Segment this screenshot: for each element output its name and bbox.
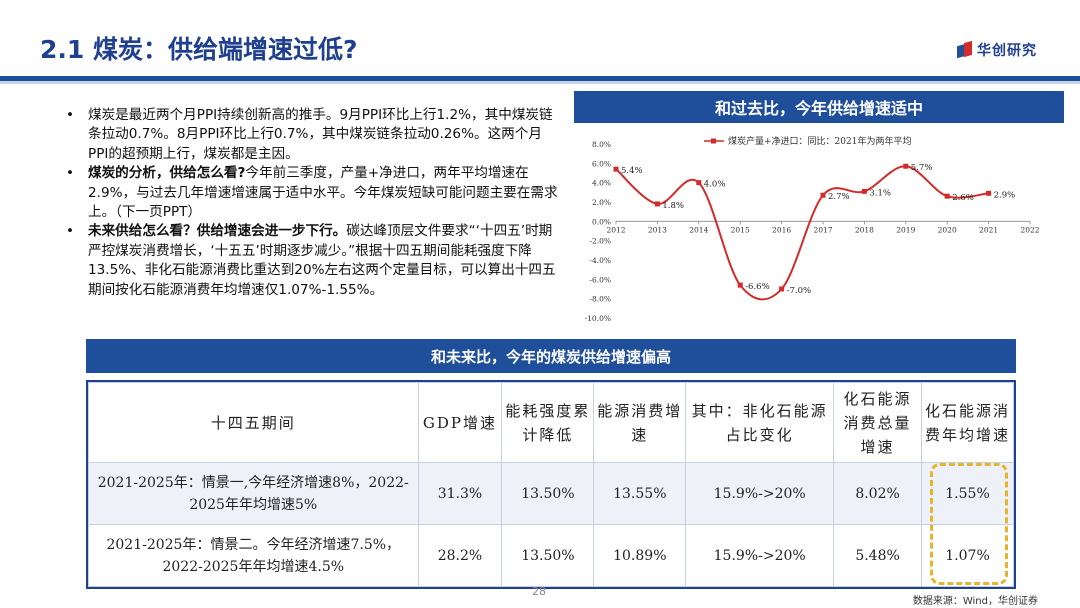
data-source: 数据来源：Wind，华创证券 [912,596,1038,607]
table-cell: 2021-2025年：情景一,今年经济增速8%，2022-2025年年均增速5% [88,462,419,525]
data-label: 2.6% [952,193,974,203]
data-point [903,163,909,169]
bullet-text: 今年前三季度，产量+净进口，两年平均增速在2.9%，与过去几年增速增速属于适中水… [88,165,558,221]
y-tick-label: 0.0% [592,217,611,226]
table-cell: 15.9%->20% [685,524,835,587]
data-point [820,192,826,198]
brand-logo: 华创研究 [957,40,1037,60]
data-label: 3.1% [869,188,891,198]
x-tick-label: 2019 [896,225,915,234]
x-tick-label: 2021 [979,225,998,234]
y-tick-label: 2.0% [592,198,611,207]
logo-text: 华创研究 [977,43,1037,59]
table-row: 2021-2025年：情景一,今年经济增速8%，2022-2025年年均增速5%… [88,462,1014,525]
col-header: 化石能源消费年均增速 [921,382,1014,463]
data-point [696,180,702,186]
bullet-bold: 未来供给怎么看？供给增速会进一步下行。 [88,223,347,240]
y-tick-label: -10.0% [585,314,611,323]
col-header: 化石能源消费总量增速 [833,382,923,463]
line-chart: 煤炭产量+净进口：同比：2021年为两年平均 8.0% 6.0% 4.0% 2.0% 0.… [578,128,1052,326]
legend-label: 煤炭产量+净进口：同比：2021年为两年平均 [728,135,911,147]
x-tick-label: 2017 [813,225,832,234]
x-tick-label: 2012 [606,225,625,234]
table-cell: 15.9%->20% [685,462,835,525]
table-header-row: 十四五期间 GDP增速 能耗强度累计降低 能源消费增速 其中：非化石能源占比变化… [88,382,1014,463]
y-tick-label: 4.0% [592,179,611,188]
highlight-box [930,463,1008,585]
bullet-text: 碳达峰顶层文件要求“‘十四五’时期严控煤炭消费增长，‘十五五’时期逐步减少。”根… [88,223,556,298]
data-label: 1.8% [662,201,684,211]
x-tick-label: 2018 [855,225,874,234]
data-label: -7.0% [787,286,811,296]
data-point [986,190,992,196]
data-point [654,201,660,207]
title-divider-light [0,81,1080,84]
data-point [861,188,867,194]
x-tick-label: 2013 [648,225,667,234]
y-tick-label: 8.0% [592,140,611,149]
series-line [615,165,989,301]
data-label: 4.0% [704,180,726,190]
data-point [779,286,785,292]
bullet-item: 煤炭是最近两个月PPI持续创新高的推手。9月PPI环比上行1.2%，其中煤炭链条… [60,106,560,164]
bullet-text: 煤炭是最近两个月PPI持续创新高的推手。9月PPI环比上行1.2%，其中煤炭链条… [88,107,553,162]
bullet-bold: 煤炭的分析，供给怎么看? [88,165,246,182]
table-cell: 13.55% [593,462,687,525]
table-header: 和未来比，今年的煤炭供给增速偏高 [86,339,1016,373]
table-cell: 13.50% [501,462,595,525]
table-cell: 10.89% [593,524,687,587]
bullet-item: 未来供给怎么看？供给增速会进一步下行。碳达峰顶层文件要求“‘十四五’时期严控煤炭… [60,222,560,300]
page-number: 28 [532,585,546,598]
x-tick-label: 2015 [731,225,750,234]
legend-marker [711,138,716,144]
y-tick-label: -4.0% [589,256,611,265]
chart-svg: 煤炭产量+净进口：同比：2021年为两年平均 8.0% 6.0% 4.0% 2.0% 0.… [585,135,1040,323]
table-cell: 28.2% [417,524,503,587]
table-cell: 5.48% [833,524,923,587]
y-tick-label: 6.0% [592,159,611,168]
col-header: 十四五期间 [88,382,419,463]
y-tick-label: -8.0% [589,295,611,304]
col-header: 能耗强度累计降低 [501,382,595,463]
title-divider [0,76,1080,81]
data-point [613,166,619,172]
y-tick-label: -6.0% [589,275,611,284]
data-label: 5.7% [911,163,933,173]
data-point [737,282,743,288]
col-header: GDP增速 [417,382,503,463]
data-label: 2.9% [994,190,1016,200]
data-label: -6.6% [745,282,769,292]
data-label: 2.7% [828,192,850,202]
table-cell: 2021-2025年：情景二。今年经济增速7.5%，2022-2025年年均增速… [88,524,419,587]
x-tick-label: 2022 [1020,225,1039,234]
bullet-list: 煤炭是最近两个月PPI持续创新高的推手。9月PPI环比上行1.2%，其中煤炭链条… [60,106,560,300]
page-title: 2.1 煤炭：供给端增速过低? [40,35,358,64]
y-tick-label: -2.0% [589,237,611,246]
table-row: 2021-2025年：情景二。今年经济增速7.5%，2022-2025年年均增速… [88,524,1014,587]
data-label: 5.4% [621,166,643,176]
table-cell: 31.3% [417,462,503,525]
table-cell: 13.50% [501,524,595,587]
x-tick-label: 2016 [772,225,791,234]
chart-header: 和过去比，今年供给增速适中 [574,91,1064,123]
scenario-table: 十四五期间 GDP增速 能耗强度累计降低 能源消费增速 其中：非化石能源占比变化… [86,380,1016,589]
col-header: 其中：非化石能源占比变化 [685,382,835,463]
col-header: 能源消费增速 [593,382,687,463]
x-tick-label: 2020 [938,225,957,234]
table-cell: 8.02% [833,462,923,525]
x-tick-label: 2014 [689,225,708,234]
logo-icon [957,40,973,59]
bullet-item: 煤炭的分析，供给怎么看?今年前三季度，产量+净进口，两年平均增速在2.9%，与过… [60,164,560,222]
data-point [944,193,950,199]
